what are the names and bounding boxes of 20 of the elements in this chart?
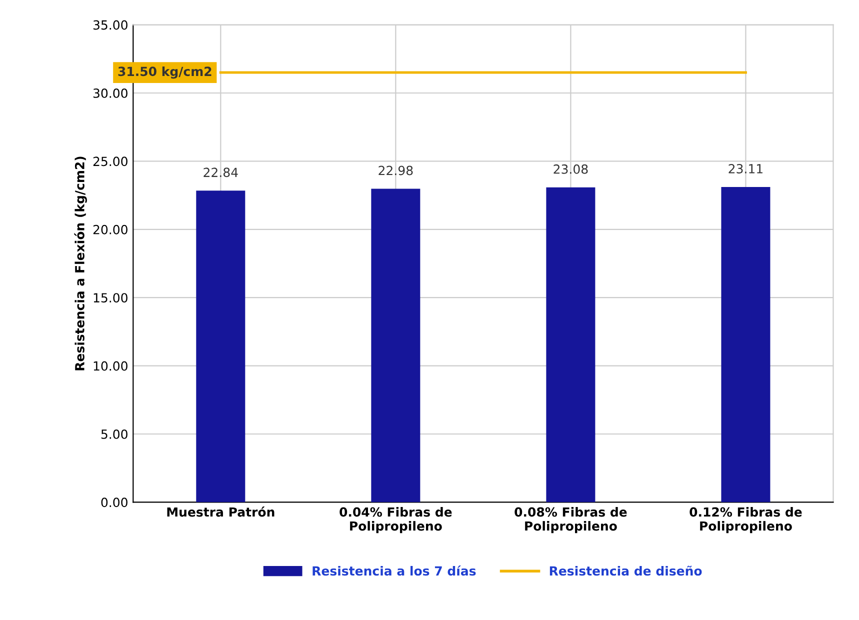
y-tick-label: 5.00 <box>101 429 128 439</box>
data-label: 31.50 kg/cm2 <box>118 66 212 79</box>
x-tick-label: 0.04% Fibras de Polipropileno <box>340 507 452 534</box>
y-tick-label: 20.00 <box>93 224 128 234</box>
y-tick-label: 30.00 <box>93 88 128 98</box>
legend-label: Resistencia de diseño <box>550 566 702 576</box>
data-label: 23.08 <box>554 164 588 174</box>
y-tick-label: 15.00 <box>94 293 128 303</box>
y-axis-title: Resistencia a Flexión (kg/cm2) <box>74 156 87 370</box>
y-tick-label: 10.00 <box>94 361 128 371</box>
x-tick-label: 0.08% Fibras de Polipropileno <box>514 507 627 534</box>
data-label: 22.98 <box>378 166 413 176</box>
data-label: 23.11 <box>728 164 762 174</box>
y-tick-label: 25.00 <box>93 156 128 166</box>
x-tick-label: Muestra Patrón <box>167 506 274 517</box>
y-tick-label: 0.00 <box>101 498 128 508</box>
legend-label: Resistencia a los 7 días <box>312 565 476 576</box>
data-label: 22.84 <box>204 168 238 178</box>
y-tick-label: 35.00 <box>93 20 128 30</box>
x-tick-label: 0.12% Fibras de Polipropileno <box>690 507 802 534</box>
